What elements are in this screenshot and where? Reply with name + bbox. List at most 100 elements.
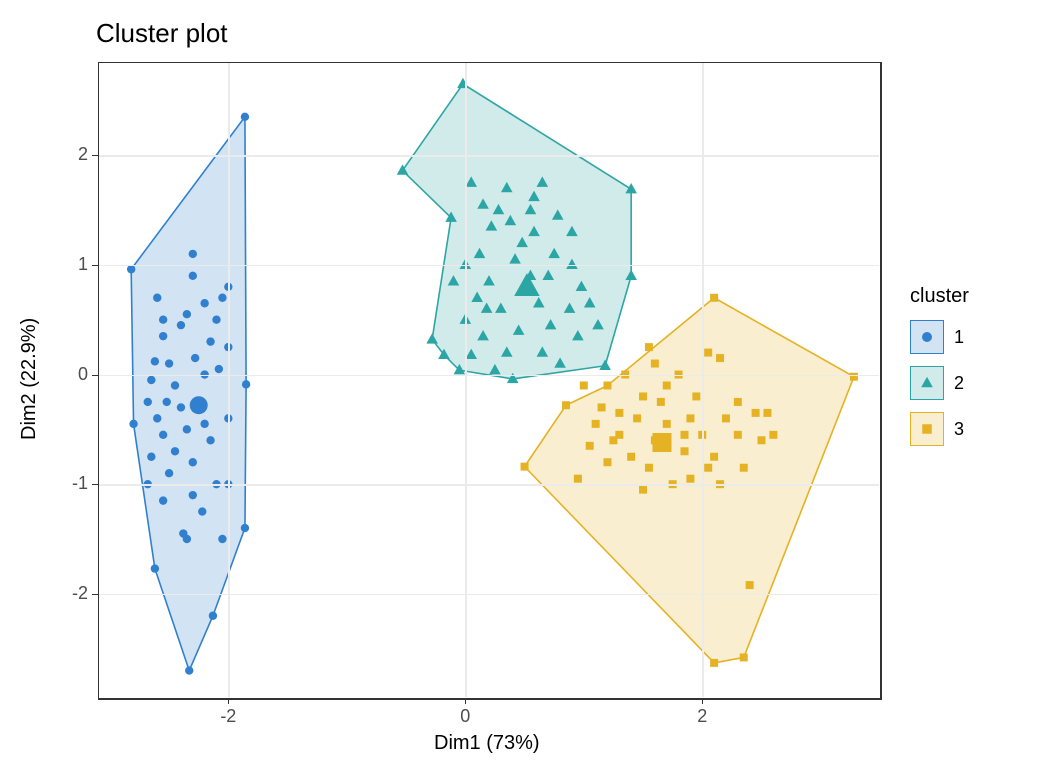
y-axis-label: Dim2 (22.9%) (18, 318, 41, 440)
data-point (206, 436, 214, 444)
x-tick-label: -2 (216, 706, 240, 727)
x-tick-mark (702, 698, 703, 704)
data-point (769, 431, 777, 439)
data-point (177, 403, 185, 411)
data-point (189, 250, 197, 258)
legend-label: 3 (954, 419, 964, 440)
data-point (165, 469, 173, 477)
data-point (159, 496, 167, 504)
y-tick-mark (92, 594, 98, 595)
legend-label: 1 (954, 327, 964, 348)
x-tick-label: 2 (690, 706, 714, 727)
gridline-vertical (228, 63, 230, 697)
data-point (592, 420, 600, 428)
gridline-vertical (702, 63, 704, 697)
data-point (171, 447, 179, 455)
data-point (574, 475, 582, 483)
data-point (521, 463, 529, 471)
data-point (734, 431, 742, 439)
data-point (183, 310, 191, 318)
gridline-horizontal (99, 155, 879, 157)
data-point (165, 359, 173, 367)
legend-key (910, 412, 944, 446)
data-point (657, 398, 665, 406)
data-point (242, 380, 250, 388)
data-point (147, 376, 155, 384)
y-tick-label: -1 (58, 473, 88, 494)
legend-key (910, 320, 944, 354)
legend-item: 1 (910, 320, 964, 354)
x-tick-mark (465, 698, 466, 704)
data-point (159, 431, 167, 439)
data-point (710, 294, 718, 302)
gridline-horizontal (99, 375, 879, 377)
data-point (457, 78, 469, 88)
legend-title: cluster (910, 285, 969, 308)
gridline-vertical (465, 63, 467, 697)
data-point (241, 524, 249, 532)
data-point (218, 294, 226, 302)
data-point (645, 343, 653, 351)
data-point (603, 458, 611, 466)
data-point (159, 315, 167, 323)
chart-container: Cluster plot Dim1 (73%) Dim2 (22.9%) clu… (0, 0, 1056, 768)
legend-item: 3 (910, 412, 964, 446)
data-point (147, 453, 155, 461)
data-point (716, 354, 724, 362)
data-point (171, 381, 179, 389)
data-point (746, 581, 754, 589)
data-point (163, 398, 171, 406)
data-point (603, 381, 611, 389)
data-point (763, 409, 771, 417)
data-point (189, 491, 197, 499)
y-tick-label: -2 (58, 583, 88, 604)
data-point (710, 453, 718, 461)
data-point (189, 458, 197, 466)
data-point (663, 381, 671, 389)
data-point (686, 475, 694, 483)
plot-svg (0, 0, 1056, 768)
data-point (177, 321, 185, 329)
data-point (681, 431, 689, 439)
data-point (200, 299, 208, 307)
data-point (740, 653, 748, 661)
data-point (740, 464, 748, 472)
data-point (598, 403, 606, 411)
legend-label: 2 (954, 373, 964, 394)
x-tick-label: 0 (453, 706, 477, 727)
data-point (651, 360, 659, 368)
data-point (627, 453, 635, 461)
gridline-horizontal (99, 594, 879, 596)
cluster-centroid (652, 433, 671, 452)
gridline-horizontal (99, 484, 879, 486)
data-point (633, 414, 641, 422)
data-point (752, 409, 760, 417)
data-point (151, 357, 159, 365)
data-point (758, 436, 766, 444)
data-point (722, 414, 730, 422)
data-point (183, 535, 191, 543)
data-point (663, 420, 671, 428)
data-point (639, 486, 647, 494)
y-tick-mark (92, 484, 98, 485)
data-point (692, 392, 700, 400)
data-point (704, 464, 712, 472)
y-tick-mark (92, 155, 98, 156)
data-point (562, 401, 570, 409)
data-point (153, 414, 161, 422)
data-point (129, 420, 137, 428)
data-point (183, 425, 191, 433)
data-point (218, 535, 226, 543)
data-point (580, 381, 588, 389)
data-point (645, 464, 653, 472)
legend-item: 2 (910, 366, 964, 400)
data-point (200, 420, 208, 428)
data-point (586, 442, 594, 450)
data-point (191, 354, 199, 362)
cluster-centroid (190, 396, 208, 414)
x-tick-mark (228, 698, 229, 704)
data-point (686, 414, 694, 422)
data-point (206, 337, 214, 345)
y-tick-mark (92, 265, 98, 266)
data-point (151, 564, 159, 572)
